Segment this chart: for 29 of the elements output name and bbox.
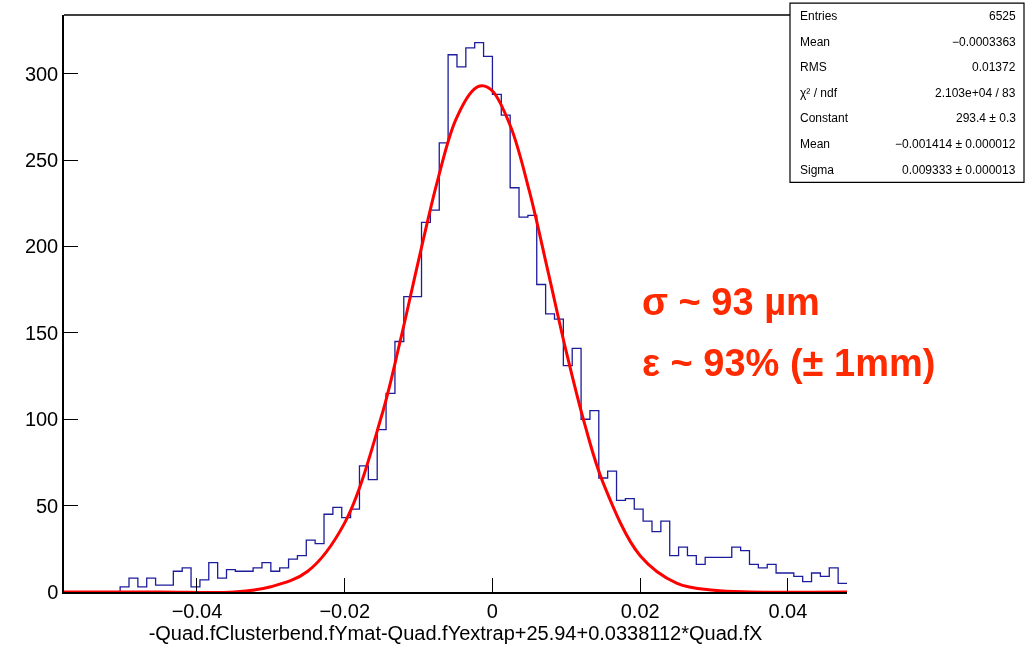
annotation: χ² / ndf bbox=[800, 86, 838, 100]
y-tick-label: 50 bbox=[36, 494, 59, 517]
annotation: Mean bbox=[800, 35, 831, 49]
x-tick-label: −0.02 bbox=[319, 599, 370, 622]
x-tick-label: 0.04 bbox=[768, 599, 808, 622]
annotation: RMS bbox=[800, 60, 827, 74]
y-tick-label: 200 bbox=[24, 235, 59, 258]
x-axis-title: -Quad.fClusterbend.fYmat-Quad.fYextrap+25.94+0.0338112*Quad.fX bbox=[148, 621, 763, 644]
y-tick-label: 250 bbox=[24, 149, 59, 172]
annotation: Constant bbox=[800, 111, 849, 125]
annotation: ε ~ 93% (± 1mm) bbox=[642, 342, 936, 384]
y-tick-label: 300 bbox=[24, 62, 59, 85]
x-tick-label: 0.02 bbox=[620, 599, 660, 622]
text: 0.009333 ± 0.000013 bbox=[902, 163, 1016, 177]
y-tick-label: 0 bbox=[47, 581, 59, 603]
annotation: Entries bbox=[800, 9, 838, 23]
text: 2.103e+04 / 83 bbox=[935, 86, 1016, 100]
text: 293.4 ± 0.3 bbox=[956, 111, 1017, 125]
x-tick-label: 0 bbox=[486, 599, 498, 622]
text: 6525 bbox=[989, 9, 1017, 23]
annotation: Mean bbox=[800, 137, 831, 151]
text: −0.0003363 bbox=[952, 35, 1017, 49]
annotation: Sigma bbox=[800, 163, 835, 177]
text: 0.01372 bbox=[972, 60, 1016, 74]
x-tick-label: −0.04 bbox=[171, 599, 223, 622]
annotation: σ ~ 93 µm bbox=[642, 281, 820, 323]
text: −0.001414 ± 0.000012 bbox=[895, 137, 1016, 151]
y-tick-label: 150 bbox=[24, 321, 59, 344]
y-tick-label: 100 bbox=[24, 408, 59, 431]
